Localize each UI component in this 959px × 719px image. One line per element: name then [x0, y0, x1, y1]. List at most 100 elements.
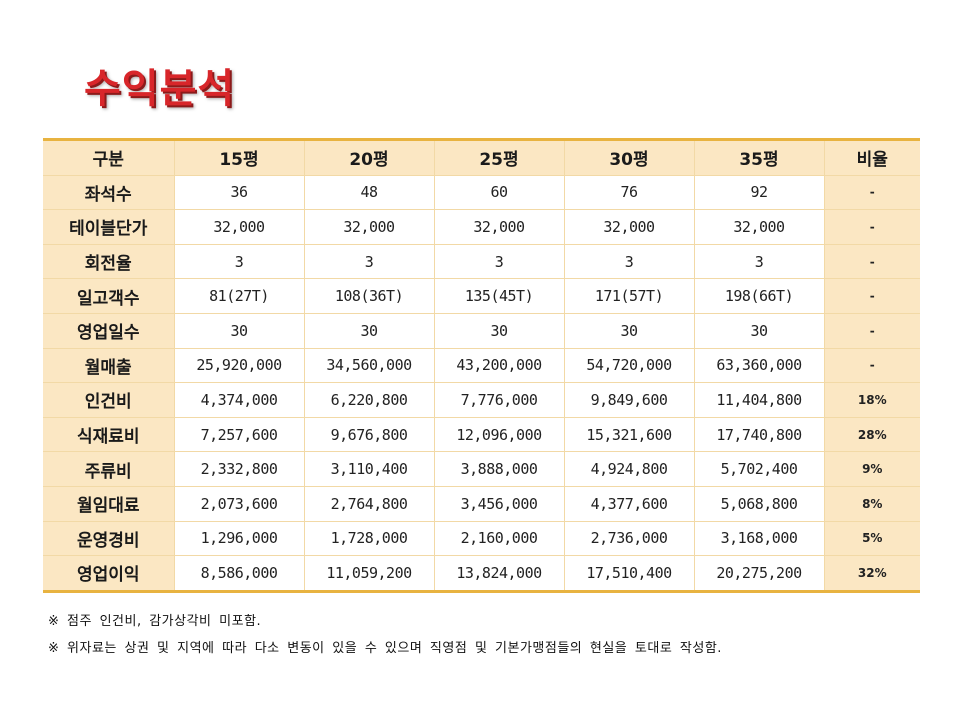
table-cell: 30: [564, 313, 695, 349]
row-label: 영업이익: [43, 555, 175, 592]
table-cell: 20,275,200: [694, 555, 825, 592]
table-cell: 198(66T): [694, 278, 825, 314]
row-label: 일고객수: [43, 278, 175, 314]
ratio-cell: 9%: [824, 451, 920, 487]
row-label: 운영경비: [43, 521, 175, 557]
column-header: 25평: [434, 139, 565, 176]
row-label: 월임대료: [43, 486, 175, 522]
ratio-cell: -: [824, 175, 920, 211]
table-row: 테이블단가 32,000 32,000 32,000 32,000 32,000-: [43, 209, 920, 245]
table-cell: 2,764,800: [304, 486, 435, 522]
ratio-cell: 5%: [824, 521, 920, 557]
footnote: ※ 위자료는 상권 및 지역에 따라 다소 변동이 있을 수 있으며 직영점 및…: [48, 641, 722, 656]
table-cell: 63,360,000: [694, 348, 825, 384]
table-row: 좌석수 36 48 60 76 92-: [43, 175, 920, 211]
table-row: 월임대료 2,073,600 2,764,800 3,456,000 4,377,600…: [43, 486, 920, 522]
table-cell: 13,824,000: [434, 555, 565, 592]
column-header: 비율: [824, 139, 920, 176]
ratio-cell: 28%: [824, 417, 920, 453]
table-cell: 3,110,400: [304, 451, 435, 487]
row-label: 식재료비: [43, 417, 175, 453]
table-cell: 108(36T): [304, 278, 435, 314]
row-label: 회전율: [43, 244, 175, 280]
ratio-cell: -: [824, 278, 920, 314]
table-cell: 32,000: [434, 209, 565, 245]
column-header: 35평: [694, 139, 825, 176]
table-cell: 12,096,000: [434, 417, 565, 453]
table-cell: 3: [564, 244, 695, 280]
table-cell: 30: [694, 313, 825, 349]
table-cell: 92: [694, 175, 825, 211]
ratio-cell: 18%: [824, 382, 920, 418]
table-cell: 30: [434, 313, 565, 349]
footnotes: ※ 점주 인건비, 감가상각비 미포함. ※ 위자료는 상권 및 지역에 따라 …: [48, 612, 722, 666]
table-cell: 9,676,800: [304, 417, 435, 453]
table-cell: 1,728,000: [304, 521, 435, 557]
table-row: 운영경비 1,296,000 1,728,000 2,160,000 2,736,000…: [43, 521, 920, 557]
table-cell: 11,404,800: [694, 382, 825, 418]
table-cell: 4,924,800: [564, 451, 695, 487]
row-label: 좌석수: [43, 175, 175, 211]
row-label: 월매출: [43, 348, 175, 384]
column-header: 30평: [564, 139, 695, 176]
ratio-cell: 32%: [824, 555, 920, 592]
table-cell: 11,059,200: [304, 555, 435, 592]
table-cell: 3: [694, 244, 825, 280]
ratio-cell: -: [824, 313, 920, 349]
table-cell: 3: [304, 244, 435, 280]
table-cell: 6,220,800: [304, 382, 435, 418]
table-cell: 25,920,000: [174, 348, 305, 384]
ratio-cell: 8%: [824, 486, 920, 522]
table-cell: 81(27T): [174, 278, 305, 314]
table-cell: 30: [304, 313, 435, 349]
table-cell: 17,510,400: [564, 555, 695, 592]
table-cell: 2,160,000: [434, 521, 565, 557]
page-title: 수익분석: [84, 66, 236, 112]
table-cell: 2,332,800: [174, 451, 305, 487]
table-row: 식재료비 7,257,600 9,676,800 12,096,000 15,321,6…: [43, 417, 920, 453]
table-cell: 3,168,000: [694, 521, 825, 557]
table-cell: 43,200,000: [434, 348, 565, 384]
row-label: 영업일수: [43, 313, 175, 349]
table-cell: 3,456,000: [434, 486, 565, 522]
footnote: ※ 점주 인건비, 감가상각비 미포함.: [48, 614, 262, 629]
table-row: 영업이익 8,586,000 11,059,200 13,824,000 17,510,…: [43, 555, 920, 592]
table-cell: 3: [434, 244, 565, 280]
table-cell: 135(45T): [434, 278, 565, 314]
table-cell: 32,000: [174, 209, 305, 245]
ratio-cell: -: [824, 348, 920, 384]
table-cell: 32,000: [564, 209, 695, 245]
table-cell: 54,720,000: [564, 348, 695, 384]
table-cell: 15,321,600: [564, 417, 695, 453]
table-cell: 171(57T): [564, 278, 695, 314]
table-cell: 3: [174, 244, 305, 280]
table-cell: 2,736,000: [564, 521, 695, 557]
table-row: 인건비 4,374,000 6,220,800 7,776,000 9,849,600 1…: [43, 382, 920, 418]
table-cell: 32,000: [304, 209, 435, 245]
table-row: 영업일수 30 30 30 30 30-: [43, 313, 920, 349]
table-cell: 7,257,600: [174, 417, 305, 453]
row-label: 주류비: [43, 451, 175, 487]
table-cell: 36: [174, 175, 305, 211]
table-row: 회전율 3 3 3 3 3-: [43, 244, 920, 280]
table-cell: 5,702,400: [694, 451, 825, 487]
revenue-analysis-table: 구분 15평 20평 25평 30평 35평 비율 좌석수 36 48 60 76 92-…: [43, 138, 920, 593]
table-row: 월매출 25,920,000 34,560,000 43,200,000 54,720,…: [43, 348, 920, 384]
table-cell: 4,377,600: [564, 486, 695, 522]
table-cell: 34,560,000: [304, 348, 435, 384]
table-cell: 7,776,000: [434, 382, 565, 418]
ratio-cell: -: [824, 244, 920, 280]
table-cell: 1,296,000: [174, 521, 305, 557]
column-header: 20평: [304, 139, 435, 176]
table-cell: 30: [174, 313, 305, 349]
table-cell: 5,068,800: [694, 486, 825, 522]
table-row: 주류비 2,332,800 3,110,400 3,888,000 4,924,800 5…: [43, 451, 920, 487]
table-cell: 8,586,000: [174, 555, 305, 592]
table-cell: 76: [564, 175, 695, 211]
table-row: 일고객수 81(27T) 108(36T) 135(45T) 171(57T) 198(6…: [43, 278, 920, 314]
table-cell: 17,740,800: [694, 417, 825, 453]
column-header: 15평: [174, 139, 305, 176]
ratio-cell: -: [824, 209, 920, 245]
table-cell: 32,000: [694, 209, 825, 245]
table-cell: 48: [304, 175, 435, 211]
